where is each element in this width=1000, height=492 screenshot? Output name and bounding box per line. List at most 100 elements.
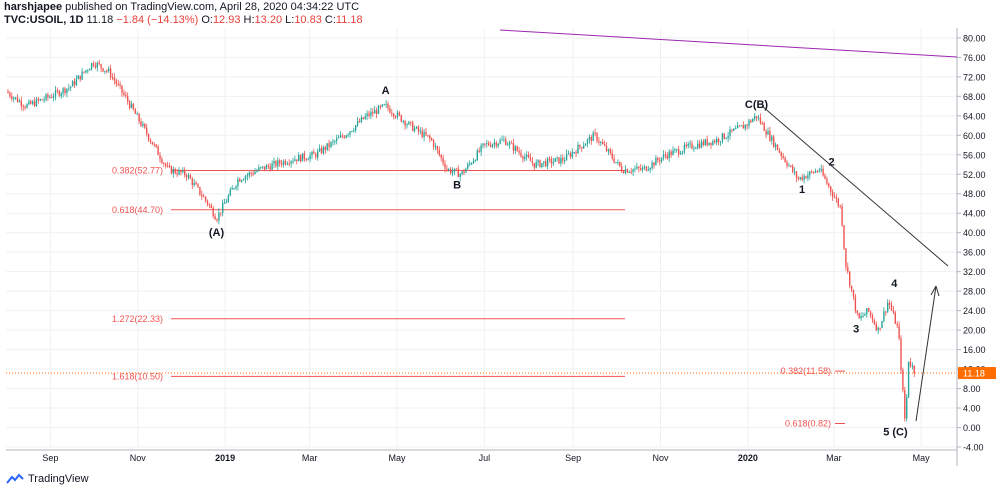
candle-body bbox=[246, 175, 249, 177]
candle-body bbox=[744, 124, 746, 129]
candle-body bbox=[596, 133, 598, 142]
candle-body bbox=[94, 65, 97, 68]
candle-body bbox=[579, 144, 581, 147]
footer-brand[interactable]: TradingView bbox=[28, 473, 89, 485]
candle-body bbox=[146, 127, 148, 135]
candle-body bbox=[385, 103, 387, 105]
candle-body bbox=[457, 168, 459, 177]
candle-body bbox=[16, 97, 19, 102]
candle-body bbox=[755, 116, 758, 118]
candle-body bbox=[731, 129, 733, 131]
candle-body bbox=[645, 166, 648, 171]
candle-body bbox=[235, 186, 237, 189]
candle-body bbox=[62, 88, 64, 94]
x-tick-label: 2019 bbox=[215, 453, 235, 463]
candle-body bbox=[280, 163, 283, 165]
candle-body bbox=[746, 124, 748, 126]
y-tick-label: 0.00 bbox=[963, 423, 981, 433]
candle-body bbox=[408, 121, 410, 125]
candle-body bbox=[13, 97, 15, 99]
wave-label: 2 bbox=[828, 156, 834, 168]
candle-body bbox=[197, 184, 199, 187]
candle-body bbox=[11, 96, 13, 99]
candle-body bbox=[463, 171, 465, 173]
candle-body bbox=[535, 162, 537, 168]
candle-body bbox=[887, 302, 889, 312]
fib-level-label: 0.618(44.70) bbox=[112, 205, 163, 215]
y-tick-label: 60.00 bbox=[963, 131, 986, 141]
candle-body bbox=[702, 141, 705, 145]
candle-body bbox=[252, 173, 254, 175]
candle-body bbox=[598, 141, 600, 143]
candle-body bbox=[250, 172, 252, 174]
y-tick-label: 72.00 bbox=[963, 72, 986, 82]
candle-body bbox=[486, 143, 488, 145]
candle-body bbox=[366, 113, 368, 117]
candle-body bbox=[151, 141, 154, 145]
candle-body bbox=[505, 139, 507, 145]
candle-body bbox=[33, 101, 36, 106]
candle-body bbox=[482, 143, 484, 146]
candle-body bbox=[888, 302, 891, 305]
candle-body bbox=[558, 157, 560, 164]
candle-body bbox=[375, 110, 378, 114]
candle-body bbox=[298, 155, 300, 162]
candle-body bbox=[96, 62, 98, 68]
wave-label: A bbox=[382, 85, 390, 97]
candle-body bbox=[113, 77, 116, 81]
y-tick-label: 80.00 bbox=[963, 33, 986, 43]
candle-body bbox=[634, 168, 636, 170]
candle-body bbox=[668, 151, 670, 159]
candle-body bbox=[244, 176, 247, 180]
y-tick-label: 48.00 bbox=[963, 189, 986, 199]
candle-body bbox=[360, 117, 363, 123]
candle-body bbox=[716, 138, 718, 143]
y-tick-label: 32.00 bbox=[963, 267, 986, 277]
candle-body bbox=[514, 146, 516, 151]
candle-body bbox=[229, 189, 231, 196]
low-label: L: bbox=[285, 14, 295, 26]
candle-body bbox=[201, 194, 203, 197]
candle-body bbox=[738, 125, 741, 127]
candle-body bbox=[717, 138, 720, 143]
candle-body bbox=[415, 126, 418, 129]
candle-body bbox=[341, 135, 344, 137]
candle-body bbox=[9, 93, 11, 97]
candle-body bbox=[389, 108, 391, 113]
projection-arrow-line bbox=[915, 285, 937, 422]
candle-body bbox=[681, 151, 684, 154]
candle-body bbox=[812, 171, 815, 173]
candle-body bbox=[868, 308, 870, 312]
candle-body bbox=[54, 90, 57, 97]
x-tick-label: Mar bbox=[302, 453, 318, 463]
candle-body bbox=[871, 315, 874, 321]
candle-body bbox=[757, 117, 760, 119]
candle-body bbox=[286, 163, 288, 165]
candle-body bbox=[491, 144, 494, 147]
publisher-name[interactable]: harshjapee bbox=[4, 1, 63, 13]
candle-body bbox=[218, 212, 220, 221]
candle-body bbox=[282, 160, 285, 165]
candle-body bbox=[66, 88, 68, 94]
candle-body bbox=[349, 131, 351, 135]
candle-body bbox=[729, 129, 731, 136]
candle-body bbox=[873, 320, 876, 325]
candle-body bbox=[539, 160, 541, 167]
candle-body bbox=[913, 365, 915, 374]
candle-body bbox=[273, 161, 275, 164]
candle-body bbox=[64, 88, 66, 94]
candle-body bbox=[771, 136, 773, 141]
candle-body bbox=[379, 105, 382, 107]
candle-body bbox=[655, 158, 657, 166]
candle-body bbox=[43, 99, 45, 101]
candle-body bbox=[767, 131, 769, 135]
candle-body bbox=[305, 158, 307, 160]
candle-body bbox=[292, 161, 294, 163]
candle-body bbox=[527, 154, 530, 158]
symbol-label: TVC:USOIL, 1D bbox=[4, 14, 84, 26]
candle-body bbox=[28, 101, 30, 105]
candle-body bbox=[275, 161, 277, 167]
x-tick-label: Nov bbox=[653, 453, 670, 463]
candle-body bbox=[377, 105, 380, 114]
